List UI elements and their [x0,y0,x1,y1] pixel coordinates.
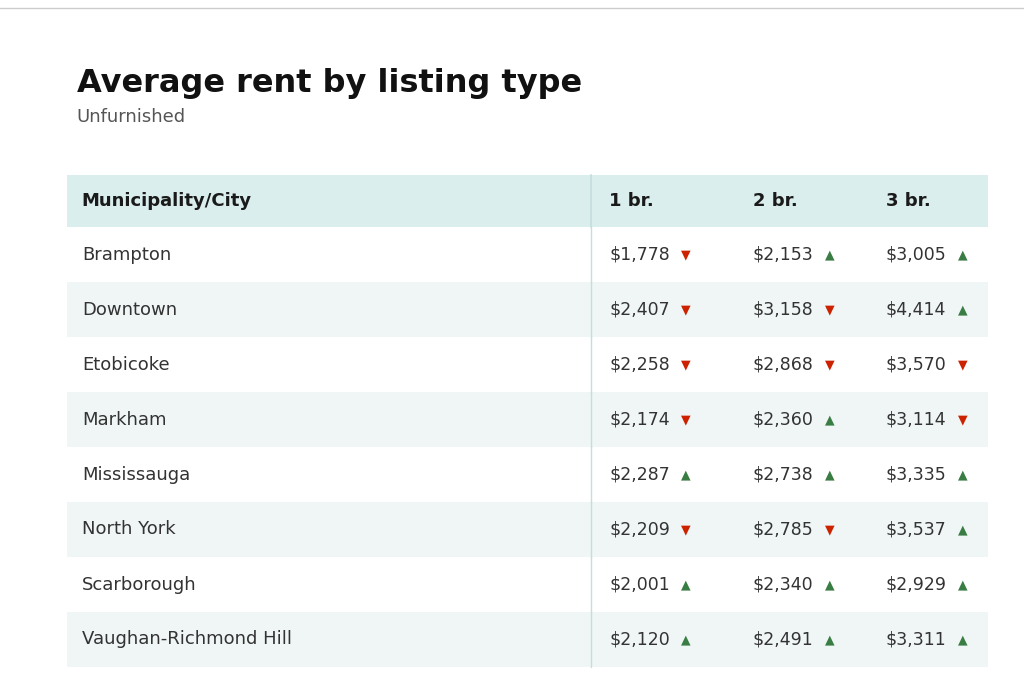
Bar [67,612,988,667]
Text: $1,778: $1,778 [609,245,670,264]
Text: ▼: ▼ [681,523,691,536]
Text: ▼: ▼ [681,413,691,426]
Text: $2,868: $2,868 [753,356,813,373]
Text: $2,360: $2,360 [753,410,813,429]
Text: ▼: ▼ [681,248,691,261]
Bar [67,282,988,337]
Text: $2,340: $2,340 [753,575,813,593]
Text: ▲: ▲ [957,578,968,591]
Text: ▲: ▲ [824,633,835,646]
Text: $3,005: $3,005 [886,245,946,264]
Text: $2,174: $2,174 [609,410,670,429]
Bar [67,502,988,557]
Text: 3 br.: 3 br. [886,192,931,210]
Text: Markham: Markham [82,410,166,429]
Text: $2,001: $2,001 [609,575,670,593]
Text: $2,738: $2,738 [753,466,813,484]
Text: ▲: ▲ [681,633,691,646]
Text: $2,258: $2,258 [609,356,670,373]
Text: ▲: ▲ [957,303,968,316]
Text: $3,537: $3,537 [886,521,946,538]
Text: ▲: ▲ [824,413,835,426]
Text: ▼: ▼ [957,358,968,371]
Text: $3,114: $3,114 [886,410,946,429]
Text: ▲: ▲ [957,248,968,261]
Text: $3,570: $3,570 [886,356,946,373]
Text: Vaughan-Richmond Hill: Vaughan-Richmond Hill [82,630,292,649]
Text: ▲: ▲ [681,468,691,481]
Text: ▼: ▼ [824,303,835,316]
Bar [67,392,988,447]
Text: ▲: ▲ [957,633,968,646]
Text: $3,158: $3,158 [753,301,813,319]
Text: $3,311: $3,311 [886,630,946,649]
Text: 2 br.: 2 br. [753,192,798,210]
Text: ▲: ▲ [824,578,835,591]
Text: North York: North York [82,521,175,538]
Text: $2,287: $2,287 [609,466,670,484]
Text: Brampton: Brampton [82,245,171,264]
Text: Etobicoke: Etobicoke [82,356,169,373]
Text: ▲: ▲ [824,248,835,261]
Text: 1 br.: 1 br. [609,192,654,210]
Text: ▼: ▼ [681,303,691,316]
Text: Scarborough: Scarborough [82,575,197,593]
Text: ▼: ▼ [824,523,835,536]
Text: Average rent by listing type: Average rent by listing type [77,68,582,99]
Text: $4,414: $4,414 [886,301,946,319]
Text: $2,491: $2,491 [753,630,813,649]
Text: ▲: ▲ [824,468,835,481]
Text: Municipality/City: Municipality/City [82,192,252,210]
Text: $2,120: $2,120 [609,630,670,649]
Text: ▼: ▼ [957,413,968,426]
Text: ▲: ▲ [957,468,968,481]
Text: ▼: ▼ [824,358,835,371]
Text: Mississauga: Mississauga [82,466,190,484]
Text: Unfurnished: Unfurnished [77,108,186,126]
Text: ▲: ▲ [681,578,691,591]
Text: $2,929: $2,929 [886,575,947,593]
Text: $3,335: $3,335 [886,466,946,484]
Text: $2,407: $2,407 [609,301,670,319]
Text: $2,209: $2,209 [609,521,670,538]
Text: ▼: ▼ [681,358,691,371]
Text: ▲: ▲ [957,523,968,536]
Text: $2,153: $2,153 [753,245,813,264]
Text: $2,785: $2,785 [753,521,813,538]
Bar [67,175,988,227]
Text: Downtown: Downtown [82,301,177,319]
